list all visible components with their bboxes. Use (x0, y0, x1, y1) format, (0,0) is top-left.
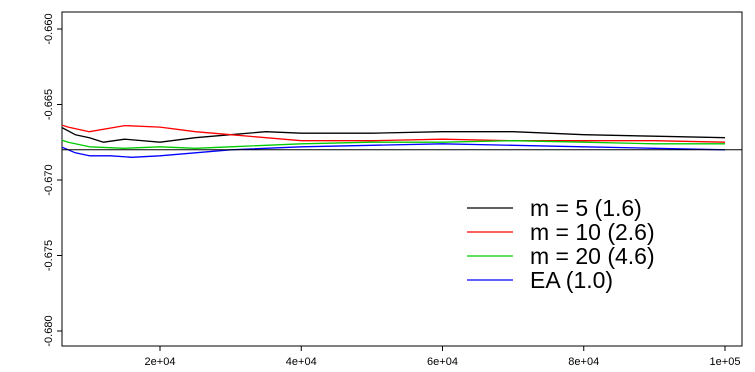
x-axis: 2e+04 4e+04 6e+04 8e+04 1e+05 (145, 346, 741, 368)
x-tick-label: 8e+04 (568, 356, 599, 368)
legend-label: m = 20 (4.6) (530, 243, 655, 269)
y-tick-label: -0.675 (43, 240, 55, 271)
x-tick-label: 1e+05 (710, 356, 741, 368)
y-tick-label: -0.660 (43, 13, 55, 44)
legend: m = 5 (1.6)m = 10 (2.6)m = 20 (4.6)EA (1… (467, 195, 655, 293)
plot-frame (61, 11, 743, 347)
legend-label: m = 5 (1.6) (530, 195, 642, 221)
y-tick-label: -0.680 (43, 315, 55, 346)
y-tick-label: -0.665 (43, 89, 55, 120)
series-line-1 (62, 126, 726, 143)
y-axis: -0.660 -0.665 -0.670 -0.675 -0.680 (43, 13, 62, 347)
series-line-3 (62, 139, 725, 149)
y-tick-label: -0.670 (43, 164, 55, 195)
x-tick-label: 4e+04 (286, 356, 317, 368)
x-tick-label: 6e+04 (427, 356, 458, 368)
series-line-2 (62, 124, 726, 143)
x-tick-label: 2e+04 (145, 356, 176, 368)
series-line-4 (62, 143, 726, 158)
legend-label: EA (1.0) (530, 267, 613, 293)
legend-label: m = 10 (2.6) (530, 219, 655, 245)
series-layer (62, 124, 726, 158)
